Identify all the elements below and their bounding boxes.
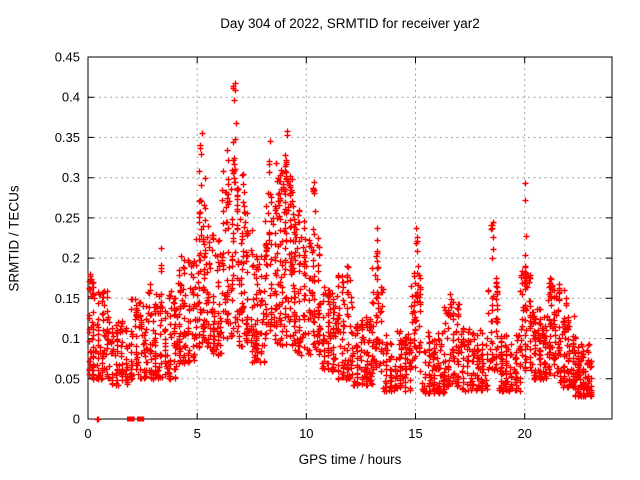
y-tick-label: 0.25 xyxy=(55,210,80,225)
x-axis-title: GPS time / hours xyxy=(298,452,402,467)
y-tick-labels: 0 0.05 0.1 0.15 0.2 0.25 0.3 0.35 0.4 0.45 xyxy=(55,50,80,427)
y-tick-label: 0.3 xyxy=(62,170,80,185)
plot-border xyxy=(87,56,613,420)
zero-value-markers xyxy=(127,416,145,422)
y-tick-label: 0.35 xyxy=(55,130,80,145)
x-tick-labels: 0 5 10 15 20 xyxy=(84,426,532,441)
x-tick-label: 5 xyxy=(194,426,201,441)
y-tick-label: 0.2 xyxy=(62,251,80,266)
y-tick-label: 0 xyxy=(73,412,80,427)
y-tick-label: 0.4 xyxy=(62,90,80,105)
y-tick-label: 0.05 xyxy=(55,371,80,386)
y-tick-label: 0.15 xyxy=(55,291,80,306)
zero-square-marker xyxy=(127,416,132,422)
x-tick-label: 20 xyxy=(517,426,531,441)
zero-square-marker xyxy=(139,416,145,422)
data-points xyxy=(86,80,595,423)
x-tick-label: 0 xyxy=(84,426,91,441)
y-tick-label: 0.1 xyxy=(62,331,80,346)
y-tick-label: 0.45 xyxy=(55,50,80,65)
chart-title: Day 304 of 2022, SRMTID for receiver yar… xyxy=(220,16,480,31)
x-tick-label: 10 xyxy=(299,426,313,441)
zero-square-marker xyxy=(129,416,135,422)
x-tick-label: 15 xyxy=(408,426,422,441)
